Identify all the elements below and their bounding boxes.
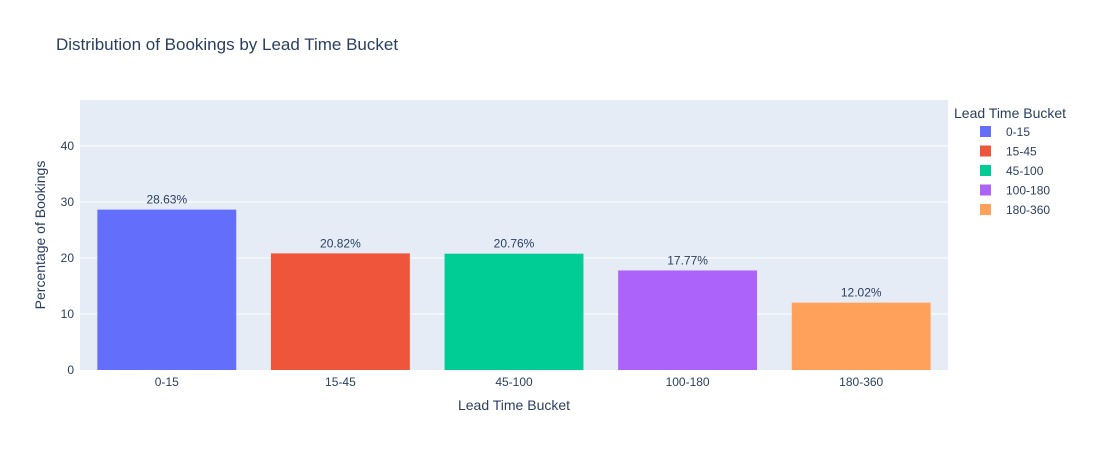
chart-title: Distribution of Bookings by Lead Time Bu… <box>56 35 398 54</box>
bar <box>270 253 410 370</box>
bar-labels: 28.63% 20.82% 20.76% 17.77% 12.02% <box>146 193 881 300</box>
x-tick-label: 15-45 <box>325 375 356 389</box>
legend-swatch[interactable] <box>980 165 991 176</box>
bar <box>618 270 758 370</box>
bars <box>97 209 931 370</box>
bar-data-label: 28.63% <box>146 193 187 207</box>
legend-swatch[interactable] <box>980 126 991 137</box>
bar <box>444 253 584 370</box>
y-axis-title: Percentage of Bookings <box>32 161 48 310</box>
legend-item[interactable]: 15-45 <box>1006 145 1037 159</box>
x-tick-label: 180-360 <box>839 375 883 389</box>
x-tick-label: 45-100 <box>495 375 533 389</box>
bar-data-label: 20.82% <box>320 236 361 250</box>
y-tick-label: 40 <box>61 139 75 153</box>
bar-data-label: 17.77% <box>667 253 708 267</box>
bar <box>97 209 237 370</box>
legend-swatch[interactable] <box>980 145 991 157</box>
y-tick-labels: 0 10 20 30 40 <box>61 139 75 377</box>
bar-data-label: 20.76% <box>494 237 535 251</box>
legend: Lead Time Bucket 0-15 15-45 45-100 100-180 1… <box>954 105 1066 217</box>
bar-data-label: 12.02% <box>841 286 882 300</box>
legend-title: Lead Time Bucket <box>954 105 1066 121</box>
y-tick-label: 10 <box>61 307 75 321</box>
legend-item[interactable]: 0-15 <box>1006 125 1030 139</box>
y-tick-label: 0 <box>67 363 74 377</box>
x-axis-title: Lead Time Bucket <box>458 397 570 413</box>
legend-item[interactable]: 45-100 <box>1006 164 1044 178</box>
legend-item[interactable]: 180-360 <box>1006 203 1050 217</box>
legend-swatch[interactable] <box>980 204 991 215</box>
y-tick-label: 30 <box>61 195 75 209</box>
y-tick-label: 20 <box>61 251 75 265</box>
legend-swatch[interactable] <box>980 184 991 196</box>
x-tick-label: 0-15 <box>155 375 179 389</box>
x-tick-label: 100-180 <box>666 375 710 389</box>
legend-item[interactable]: 100-180 <box>1006 184 1050 198</box>
bar <box>791 302 931 370</box>
x-tick-labels: 0-15 15-45 45-100 100-180 180-360 <box>155 375 884 389</box>
